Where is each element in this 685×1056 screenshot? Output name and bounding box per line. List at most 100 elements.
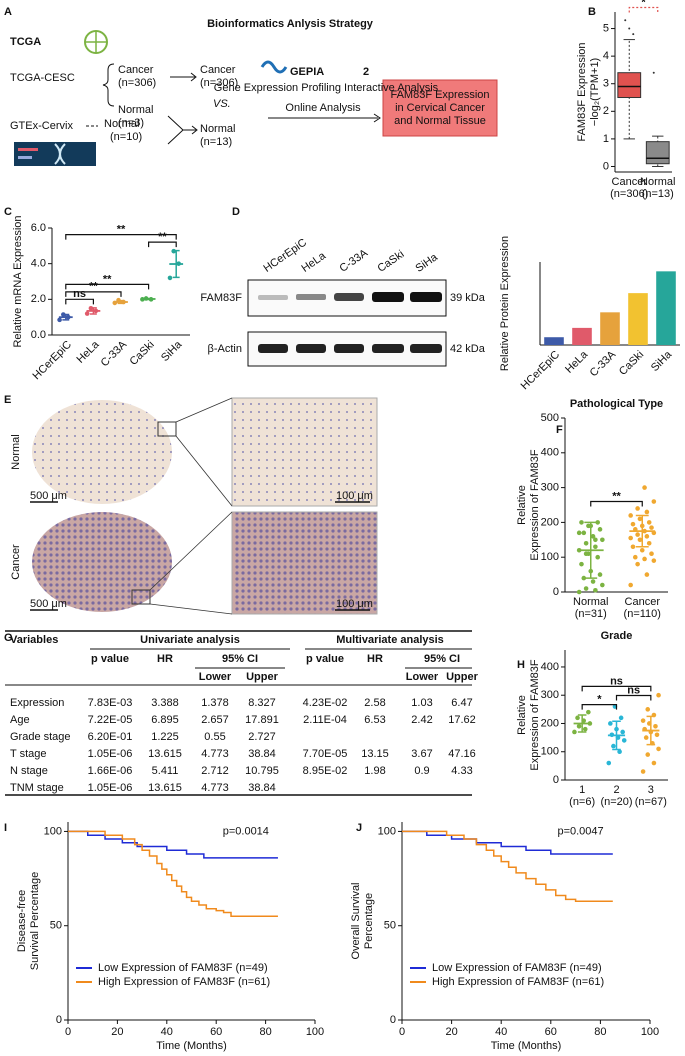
gepia-logo-num: 2 bbox=[363, 66, 369, 78]
table-subheader: 95% CI bbox=[424, 653, 460, 665]
table-cell: 4.33 bbox=[451, 765, 472, 777]
data-point bbox=[617, 749, 622, 755]
table-subheader: p value bbox=[91, 653, 129, 665]
result-text: in Cervical Cancer bbox=[395, 102, 485, 114]
data-point bbox=[642, 485, 647, 490]
gtex-label: GTEx-Cervix bbox=[10, 120, 73, 132]
significance-bracket bbox=[628, 6, 659, 13]
size-label: 39 kDa bbox=[450, 292, 486, 304]
diagram-title: Bioinformatics Anlysis Strategy bbox=[207, 18, 374, 30]
data-point bbox=[620, 729, 625, 735]
significance-bracket bbox=[590, 500, 643, 507]
y-tick-label: 100 bbox=[541, 551, 559, 563]
table-subheader: p value bbox=[306, 653, 344, 665]
table-cell: TNM stage bbox=[10, 782, 64, 794]
data-point bbox=[583, 540, 589, 546]
data-point bbox=[649, 525, 654, 530]
y-tick-label: 400 bbox=[541, 447, 559, 459]
error-bar bbox=[145, 297, 153, 301]
x-tick-label: 1 bbox=[579, 784, 585, 796]
y-tick-label: 300 bbox=[541, 482, 559, 494]
table-header: Variables bbox=[10, 634, 58, 646]
data-point bbox=[576, 530, 582, 536]
n-label: (n=13) bbox=[642, 188, 674, 200]
outlier bbox=[652, 71, 655, 74]
significance-bracket bbox=[65, 283, 150, 290]
data-point bbox=[628, 535, 633, 541]
scale-bar-label: 500 μm bbox=[30, 598, 67, 610]
data-point bbox=[654, 732, 660, 738]
table-cell: 6.895 bbox=[151, 714, 179, 726]
n-label: (n=67) bbox=[635, 796, 667, 808]
y-axis-label: Relative bbox=[516, 485, 528, 525]
data-point bbox=[646, 520, 652, 525]
error-bar bbox=[612, 720, 621, 751]
y-tick-label: 50 bbox=[384, 920, 396, 932]
table-cell: 13.15 bbox=[361, 748, 389, 760]
bar bbox=[628, 293, 648, 345]
table-cell: 1.225 bbox=[151, 731, 179, 743]
table-cell: 7.70E-05 bbox=[303, 748, 348, 760]
n-label: (n=20) bbox=[600, 796, 632, 808]
data-point bbox=[635, 532, 640, 537]
panel-label: E bbox=[4, 394, 11, 406]
protein-label: β-Actin bbox=[208, 343, 242, 355]
panel-label: I bbox=[4, 822, 7, 834]
table-lines bbox=[5, 630, 472, 796]
significance-label: ** bbox=[103, 273, 112, 285]
data-point bbox=[646, 540, 652, 546]
ihc-images bbox=[30, 397, 378, 615]
table-cell: 8.95E-02 bbox=[303, 765, 348, 777]
n-label: (n=6) bbox=[569, 796, 595, 808]
y-axis-label: Disease-free bbox=[16, 890, 28, 952]
result-text: and Normal Tissue bbox=[394, 115, 486, 127]
table-cell: 6.53 bbox=[364, 714, 385, 726]
data-point bbox=[586, 709, 591, 715]
data-point bbox=[606, 760, 612, 766]
y-tick-label: 500 bbox=[541, 412, 559, 424]
tcga-logo: TCGA bbox=[10, 36, 41, 48]
data-point bbox=[575, 715, 580, 721]
significance-bracket bbox=[65, 233, 177, 240]
significance-label: * bbox=[597, 694, 602, 706]
table-subheader: Lower bbox=[406, 671, 439, 683]
data-point bbox=[597, 572, 603, 577]
table-cell: 38.84 bbox=[248, 748, 276, 760]
data-point bbox=[608, 721, 613, 726]
table-cell: 17.891 bbox=[245, 714, 279, 726]
data-point bbox=[640, 769, 646, 774]
significance-bracket bbox=[148, 241, 177, 248]
data-point bbox=[579, 561, 584, 567]
outlier bbox=[632, 33, 635, 36]
significance-bracket bbox=[65, 291, 122, 297]
data-point bbox=[635, 506, 640, 511]
data-point bbox=[583, 551, 589, 557]
y-axis-label: Survival Percentage bbox=[29, 872, 41, 970]
data-point bbox=[642, 556, 647, 562]
bar bbox=[572, 327, 592, 345]
y-axis-label: Relative Protein Expression bbox=[499, 236, 511, 371]
table-cell: 7.22E-05 bbox=[88, 714, 133, 726]
legend-label: High Expression of FAM83F (n=61) bbox=[98, 976, 270, 988]
result-text: FAM83F Expression bbox=[390, 89, 489, 101]
data-point bbox=[618, 715, 624, 721]
table-header: Multivariate analysis bbox=[336, 634, 444, 646]
legend-label: High Expression of FAM83F (n=61) bbox=[432, 976, 604, 988]
table-cell: 1.378 bbox=[201, 697, 229, 709]
x-axis-label: Time (Months) bbox=[491, 1040, 562, 1052]
merged-label: Normal bbox=[200, 123, 235, 135]
y-tick-label: 4.0 bbox=[31, 258, 46, 270]
error-bar bbox=[635, 514, 649, 548]
group-label: Normal bbox=[118, 104, 153, 116]
data-point bbox=[579, 520, 584, 525]
panel-label: D bbox=[232, 206, 240, 218]
error-bar bbox=[646, 715, 656, 746]
error-bar bbox=[584, 521, 598, 579]
bar bbox=[544, 337, 564, 345]
x-tick-label: 0 bbox=[65, 1026, 71, 1038]
x-tick-label: Normal bbox=[573, 596, 608, 608]
data-point bbox=[582, 726, 588, 732]
size-label: 42 kDa bbox=[450, 343, 486, 355]
group-label: Normal bbox=[104, 118, 139, 130]
data-point bbox=[597, 527, 603, 532]
